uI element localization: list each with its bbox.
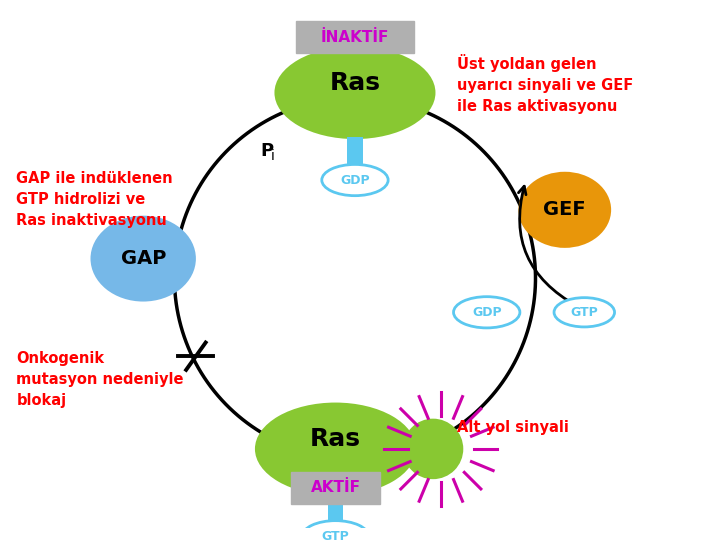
Ellipse shape [322,164,388,196]
Text: Onkogenik
mutasyon nedeniyle
blokaj: Onkogenik mutasyon nedeniyle blokaj [16,351,184,408]
Text: P: P [260,142,274,160]
Ellipse shape [274,47,436,139]
Text: GAP: GAP [120,249,166,268]
Text: AKTİF: AKTİF [310,480,361,496]
Text: GDP: GDP [340,174,370,187]
Text: GTP: GTP [571,306,598,319]
FancyBboxPatch shape [296,22,414,52]
Text: Ras: Ras [329,71,380,95]
Text: Üst yoldan gelen
uyarıcı sinyali ve GEF
ile Ras aktivasyonu: Üst yoldan gelen uyarıcı sinyali ve GEF … [457,54,633,114]
Text: Ras: Ras [310,427,361,451]
Ellipse shape [554,298,614,327]
Ellipse shape [518,171,611,248]
Text: GDP: GDP [472,306,501,319]
Ellipse shape [255,403,416,495]
Ellipse shape [90,216,196,301]
Text: GAP ile indüklenen
GTP hidrolizi ve
Ras inaktivasyonu: GAP ile indüklenen GTP hidrolizi ve Ras … [16,171,173,228]
Text: GTP: GTP [322,530,349,541]
Text: i: i [271,149,275,163]
Text: İNAKTİF: İNAKTİF [321,30,389,44]
Ellipse shape [303,520,368,541]
Text: GEF: GEF [544,200,586,219]
Ellipse shape [403,419,463,479]
Bar [327,493,344,523]
Bar [347,137,363,167]
FancyBboxPatch shape [291,472,380,504]
Ellipse shape [453,296,520,328]
Text: Alt yol sinyali: Alt yol sinyali [457,420,569,434]
